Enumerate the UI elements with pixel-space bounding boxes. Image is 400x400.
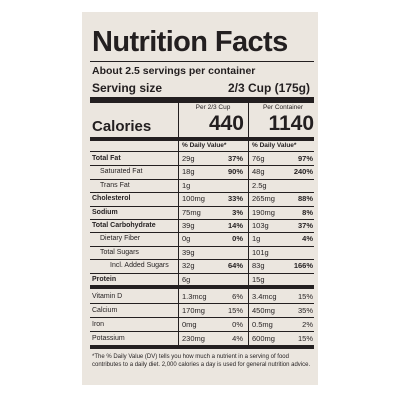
thick-rule	[90, 97, 314, 103]
daily-value: 37%	[227, 154, 243, 163]
rule	[90, 245, 314, 247]
calories: 440	[208, 112, 244, 135]
nutrient-name: Incl. Added Sugars	[110, 262, 169, 270]
nutrient-name: Saturated Fat	[100, 168, 143, 176]
nutrition-label: Nutrition Facts About 2.5 servings per c…	[82, 12, 318, 385]
amount: 6g	[182, 274, 191, 284]
amount: 170mg	[182, 306, 205, 315]
rule	[90, 192, 314, 194]
daily-value: 35%	[297, 306, 313, 315]
rule	[90, 61, 314, 62]
column-heading: Per Container	[262, 104, 304, 111]
amount: 75mg	[182, 207, 201, 217]
rule	[90, 165, 314, 167]
amount: 0g	[182, 234, 191, 244]
daily-value: 97%	[297, 154, 313, 163]
daily-value: 15%	[297, 292, 313, 301]
calories: 1140	[268, 112, 314, 135]
amount: 1.3mcg	[182, 292, 207, 301]
nutrient-name: Vitamin D	[92, 293, 123, 300]
amount: 0.5mg	[252, 320, 273, 329]
rule	[90, 345, 314, 349]
amount: 101g	[252, 247, 269, 257]
daily-value: 166%	[293, 261, 313, 271]
amount: 32g	[182, 261, 195, 271]
rule	[90, 178, 314, 180]
amount: 103g	[252, 221, 269, 230]
daily-value: 0%	[232, 320, 243, 329]
rule	[90, 331, 314, 332]
servings: About 2.5 servings per container	[92, 65, 256, 77]
daily-value: 240%	[293, 167, 313, 177]
column-divider	[178, 103, 179, 349]
amount: 230mg	[182, 334, 205, 343]
amount: 0mg	[182, 320, 197, 329]
amount: 600mg	[252, 334, 275, 343]
title: Nutrition Facts	[92, 26, 288, 58]
daily-value: 3%	[232, 207, 243, 217]
daily-value: 64%	[227, 261, 243, 271]
rule	[90, 317, 314, 318]
dv-heading: % Daily Value*	[252, 142, 297, 149]
nutrient-name: Total Fat	[92, 155, 121, 162]
rule	[90, 205, 314, 207]
amount: 1g	[182, 180, 191, 190]
nutrient-name: Calcium	[92, 307, 118, 314]
rule	[90, 232, 314, 234]
rule	[90, 272, 314, 274]
daily-value: 14%	[227, 221, 243, 230]
rule	[90, 151, 314, 152]
amount: 450mg	[252, 306, 275, 315]
nutrient-name: Dietary Fiber	[100, 235, 141, 243]
rule	[90, 137, 314, 141]
daily-value: 37%	[297, 221, 313, 230]
amount: 265mg	[252, 194, 275, 204]
amount: 3.4mcg	[252, 292, 277, 301]
daily-value: 15%	[297, 334, 313, 343]
daily-value: 4%	[232, 334, 243, 343]
calories-label: Calories	[92, 118, 152, 135]
amount: 2.5g	[252, 180, 267, 190]
daily-value: 90%	[227, 167, 243, 177]
column-divider	[248, 103, 249, 349]
daily-value: 0%	[232, 234, 243, 244]
nutrient-name: Total Sugars	[100, 248, 139, 256]
rule	[90, 219, 314, 220]
daily-value: 88%	[297, 194, 313, 204]
nutrient-name: Potassium	[92, 335, 125, 342]
serving-size-label: Serving size	[92, 81, 163, 95]
daily-value: 6%	[232, 292, 243, 301]
serving-size: 2/3 Cup (175g)	[227, 81, 310, 95]
rule	[90, 285, 314, 289]
daily-value: 2%	[302, 320, 313, 329]
amount: 190mg	[252, 207, 275, 217]
nutrient-name: Total Carbohydrate	[92, 222, 156, 229]
amount: 39g	[182, 247, 195, 257]
amount: 29g	[182, 154, 195, 163]
amount: 1g	[252, 234, 261, 244]
footnote: *The % Daily Value (DV) tells you how mu…	[92, 354, 311, 369]
rule	[90, 259, 314, 261]
dv-heading: % Daily Value*	[182, 142, 227, 149]
nutrient-name: Sodium	[92, 208, 118, 216]
nutrient-name: Trans Fat	[100, 181, 130, 189]
daily-value: 15%	[227, 306, 243, 315]
amount: 100mg	[182, 194, 205, 204]
amount: 83g	[252, 261, 265, 271]
amount: 76g	[252, 154, 265, 163]
daily-value: 4%	[302, 234, 313, 244]
amount: 48g	[252, 167, 265, 177]
nutrient-name: Cholesterol	[92, 195, 131, 203]
amount: 18g	[182, 167, 195, 177]
amount: 39g	[182, 221, 195, 230]
amount: 15g	[252, 274, 265, 284]
nutrient-name: Protein	[92, 275, 117, 283]
rule	[90, 303, 314, 304]
nutrient-name: Iron	[92, 321, 105, 328]
daily-value: 8%	[302, 207, 313, 217]
column-heading: Per 2/3 Cup	[195, 104, 231, 111]
daily-value: 33%	[227, 194, 243, 204]
